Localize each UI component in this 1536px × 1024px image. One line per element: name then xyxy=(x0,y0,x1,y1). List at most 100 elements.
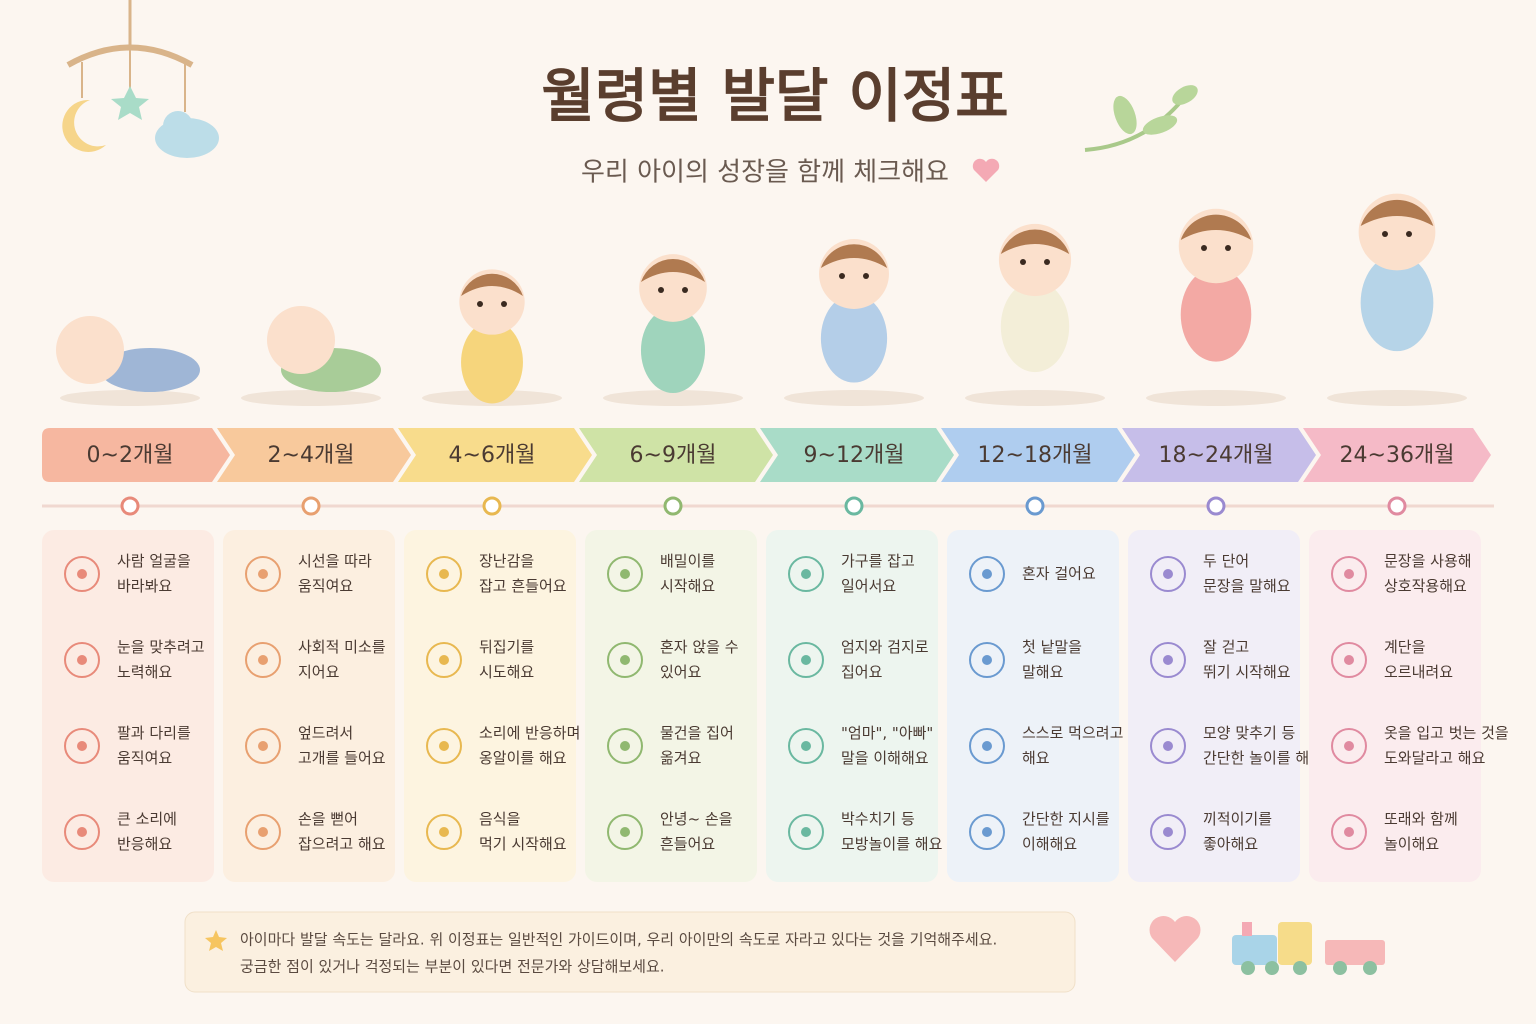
milestone-icon xyxy=(607,728,643,764)
milestone-icon xyxy=(64,642,100,678)
milestone-icon xyxy=(1150,642,1186,678)
milestone-icon-dot xyxy=(258,741,268,751)
milestone-text: 움직여요 xyxy=(298,577,353,595)
milestone-icon xyxy=(64,556,100,592)
milestone-text: 말해요 xyxy=(1022,663,1064,681)
milestone-text: 첫 낱말을 xyxy=(1022,638,1082,656)
milestone-icon xyxy=(245,556,281,592)
milestone-icon xyxy=(1150,814,1186,850)
shadow xyxy=(965,390,1105,406)
milestone-icon-dot xyxy=(77,741,87,751)
mobile-decoration xyxy=(62,0,219,158)
head xyxy=(56,316,124,384)
milestone-text: 노력해요 xyxy=(117,663,172,681)
milestone-icon xyxy=(426,642,462,678)
eye xyxy=(477,301,483,307)
stage-banner xyxy=(760,428,954,482)
milestone-icon-dot xyxy=(1344,569,1354,579)
stage-label: 4~6개월 xyxy=(449,443,536,468)
shadow xyxy=(241,390,381,406)
stage-banner xyxy=(398,428,592,482)
milestone-text: 도와달라고 해요 xyxy=(1384,749,1486,767)
milestone-icon xyxy=(969,814,1005,850)
milestone-icon-dot xyxy=(77,827,87,837)
milestone-icon-dot xyxy=(1344,827,1354,837)
milestone-text: "엄마", "아빠" xyxy=(841,724,933,742)
heart-icon xyxy=(972,158,1000,182)
head xyxy=(267,306,335,374)
milestone-icon-dot xyxy=(801,741,811,751)
subtitle: 우리 아이의 성장을 함께 체크해요 xyxy=(581,158,949,188)
milestone-icon xyxy=(64,814,100,850)
stage-label: 6~9개월 xyxy=(630,443,717,468)
body xyxy=(820,294,888,383)
body xyxy=(1000,280,1070,373)
milestone-text: 스스로 먹으려고 xyxy=(1022,724,1123,742)
milestone-icon xyxy=(1150,556,1186,592)
milestone-text: 있어요 xyxy=(660,663,702,681)
baby-illustration xyxy=(603,254,743,406)
milestone-text: 잘 걷고 xyxy=(1203,638,1249,656)
footer-box xyxy=(184,911,1076,993)
milestone-text: 두 단어 xyxy=(1203,552,1249,570)
milestone-text: 상호작용해요 xyxy=(1384,577,1467,595)
milestone-text: 또래와 함께 xyxy=(1384,810,1458,828)
body xyxy=(461,320,523,404)
eye xyxy=(501,301,507,307)
stage-banner xyxy=(217,428,411,482)
stage-label: 9~12개월 xyxy=(804,443,905,468)
shadow xyxy=(1327,390,1467,406)
hair xyxy=(820,244,888,268)
milestone-text: 오르내려요 xyxy=(1384,663,1453,681)
milestone-icon-dot xyxy=(258,655,268,665)
milestone-text: 바라봐요 xyxy=(117,577,172,595)
milestone-icon xyxy=(969,556,1005,592)
milestone-text: 안녕~ 손을 xyxy=(660,810,733,828)
stage-banner xyxy=(941,428,1135,482)
milestone-text: 문장을 말해요 xyxy=(1203,577,1291,595)
milestone-icon-dot xyxy=(982,827,992,837)
baby-illustration xyxy=(965,223,1105,406)
baby-illustration xyxy=(1327,193,1467,406)
milestone-text: 잡으려고 해요 xyxy=(298,835,386,853)
stage-label: 12~18개월 xyxy=(978,443,1093,468)
timeline-dot xyxy=(844,496,864,516)
milestone-text: 모양 맞추기 등 xyxy=(1203,724,1296,742)
eye xyxy=(1201,245,1207,251)
milestone-card xyxy=(585,530,757,882)
star-icon xyxy=(205,930,227,951)
toy-decoration xyxy=(1149,915,1385,975)
milestone-icon-dot xyxy=(258,827,268,837)
milestone-icon xyxy=(607,556,643,592)
milestone-text: 큰 소리에 xyxy=(117,810,177,828)
body xyxy=(1180,267,1252,362)
eye xyxy=(1382,231,1388,237)
eye xyxy=(682,287,688,293)
milestone-icon xyxy=(969,728,1005,764)
milestone-card xyxy=(1128,530,1300,882)
shadow xyxy=(784,390,924,406)
milestone-icon xyxy=(1331,728,1367,764)
milestone-icon-dot xyxy=(1163,827,1173,837)
milestone-icon xyxy=(1331,556,1367,592)
stage-banner xyxy=(42,428,230,482)
milestone-icon xyxy=(1150,728,1186,764)
stage-banner xyxy=(579,428,773,482)
timeline-dot xyxy=(1025,496,1045,516)
milestone-icon-dot xyxy=(439,655,449,665)
footer-line: 궁금한 점이 있거나 걱정되는 부분이 있다면 전문가와 상담해보세요. xyxy=(240,958,665,976)
milestone-icon-dot xyxy=(77,655,87,665)
eye xyxy=(1020,259,1026,265)
milestone-text: 지어요 xyxy=(298,663,340,681)
milestone-text: 사람 얼굴을 xyxy=(117,552,191,570)
milestone-text: 끼적이기를 xyxy=(1203,810,1272,828)
milestone-icon-dot xyxy=(801,655,811,665)
milestone-text: 장난감을 xyxy=(479,552,534,570)
hair xyxy=(461,273,523,296)
timeline-dot xyxy=(120,496,140,516)
milestone-icon-dot xyxy=(982,741,992,751)
milestone-card xyxy=(1309,530,1481,882)
milestone-text: 문장을 사용해 xyxy=(1384,552,1472,570)
milestone-text: 옮겨요 xyxy=(660,749,702,767)
milestone-text: 옷을 입고 벗는 것을 xyxy=(1384,724,1509,742)
